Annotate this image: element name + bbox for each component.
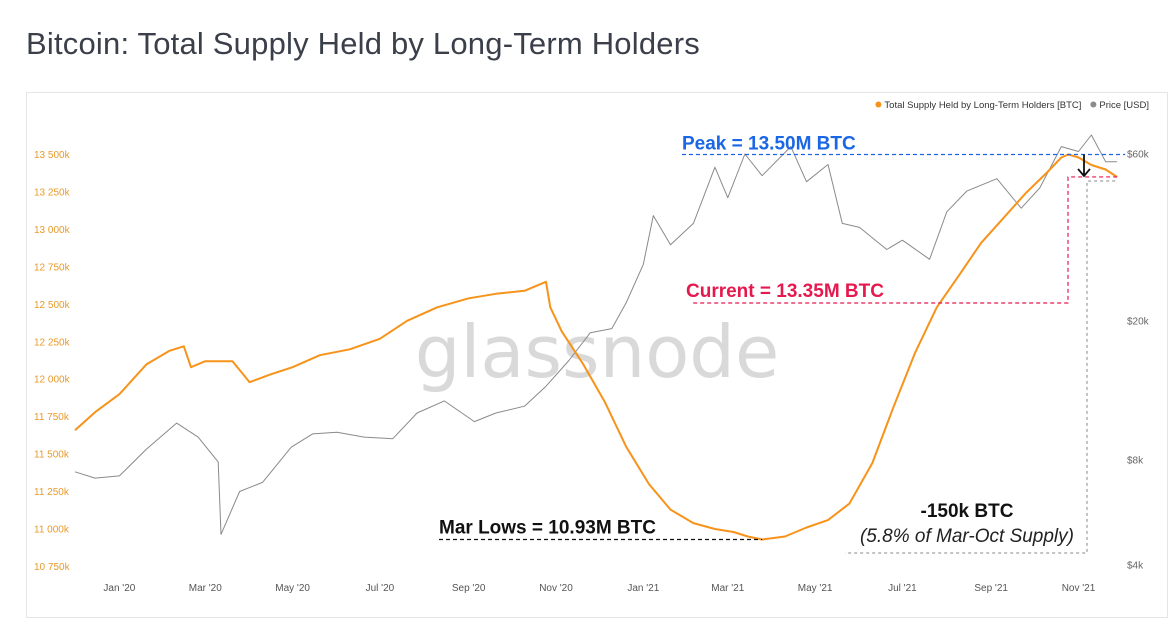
current-annotation: Current = 13.35M BTC [686,281,884,302]
y-left-tick-label: 10 750k [34,562,71,573]
x-tick-label: May '21 [798,583,833,594]
mar-lows-annotation: Mar Lows = 10.93M BTC [439,518,656,539]
x-tick-label: Jul '20 [366,583,395,594]
y-left-tick-label: 13 000k [34,225,71,236]
y-left-tick-label: 12 500k [34,300,71,311]
annotations-layer: Peak = 13.50M BTC Current = 13.35M BTC Mar… [439,133,1126,554]
series-layer [74,134,1118,541]
y-left-tick-label: 11 000k [34,525,70,536]
watermark: glassnode [415,310,780,394]
x-tick-label: Nov '21 [1062,583,1096,594]
y-left-tick-label: 11 500k [34,450,70,461]
legend-label: Total Supply Held by Long-Term Holders [… [884,100,1081,111]
y-left-tick-label: 12 000k [34,375,71,386]
x-tick-label: May '20 [275,583,310,594]
price-line [74,134,1118,535]
y-right-tick-label: $60k [1127,150,1150,161]
x-tick-label: Jan '20 [103,583,135,594]
difference-percent-annotation: (5.8% of Mar-Oct Supply) [860,526,1074,547]
difference-bracket [845,180,1116,554]
y-left-tick-label: 13 250k [34,187,71,198]
lth-supply-line [74,153,1118,541]
legend: Price [USD] Total Supply Held by Long-Ter… [875,100,1149,111]
y-right-tick-label: $4k [1127,561,1144,572]
y-left-tick-label: 11 750k [34,412,70,423]
legend-swatch [875,101,882,108]
chart-panel: glassnode Price [USD] Total Supply Held b… [26,92,1168,618]
y-left-tick-label: 13 500k [34,150,71,161]
y-left-tick-label: 12 750k [34,262,71,273]
x-tick-label: Jan '21 [627,583,659,594]
x-tick-label: Sep '20 [452,583,486,594]
x-tick-label: Nov '20 [539,583,573,594]
x-tick-label: Jul '21 [888,583,917,594]
legend-label: Price [USD] [1099,100,1149,111]
current-dashed-line [692,176,1118,304]
y-right-tick-label: $20k [1127,316,1150,327]
legend-swatch [1090,101,1097,108]
y-right-tick-label: $8k [1127,455,1144,466]
peak-annotation: Peak = 13.50M BTC [682,133,856,154]
y-left-tick-label: 12 250k [34,337,71,348]
x-tick-label: Mar '20 [189,583,222,594]
y-left-tick-label: 11 250k [34,487,70,498]
axes: 10 750k 11 000k 11 250k 11 500k 11 750k 12 00… [34,150,1150,594]
drop-arrow-head [1077,168,1091,178]
chart: glassnode Price [USD] Total Supply Held b… [34,100,1150,594]
page-title: Bitcoin: Total Supply Held by Long-Term … [26,26,700,61]
x-tick-label: Sep '21 [974,583,1008,594]
difference-annotation: -150k BTC [921,501,1014,522]
x-tick-label: Mar '21 [711,583,744,594]
